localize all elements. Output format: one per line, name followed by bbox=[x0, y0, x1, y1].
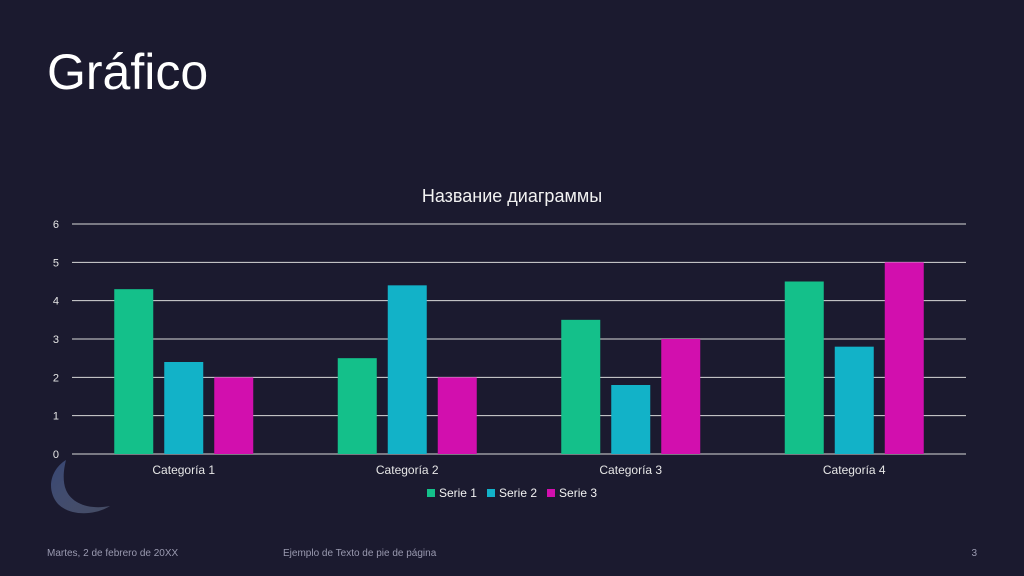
x-tick-label: Categoría 1 bbox=[152, 463, 215, 477]
y-tick-label: 3 bbox=[53, 334, 59, 346]
bar-serie-1 bbox=[784, 281, 824, 454]
legend-swatch-serie-2 bbox=[486, 489, 495, 497]
chart-title: Название диаграммы bbox=[421, 186, 603, 206]
bar-serie-3 bbox=[437, 377, 477, 454]
decorative-arc-shape bbox=[51, 460, 110, 514]
legend-label-serie-1: Serie 1 bbox=[438, 486, 477, 500]
bar-serie-1 bbox=[337, 358, 377, 454]
legend-item-serie-2: Serie 2 bbox=[486, 486, 538, 500]
y-tick-label: 2 bbox=[53, 372, 59, 384]
footer-text: Ejemplo de Texto de pie de página bbox=[283, 548, 437, 559]
gridlines bbox=[72, 223, 966, 455]
legend-swatch-serie-1 bbox=[426, 489, 435, 497]
legend-swatch-serie-3 bbox=[547, 489, 556, 497]
bar-serie-2 bbox=[164, 362, 204, 454]
bar-serie-2 bbox=[834, 346, 874, 454]
legend-label-serie-3: Serie 3 bbox=[559, 486, 598, 500]
legend-item-serie-1: Serie 1 bbox=[426, 486, 477, 500]
y-tick-label: 5 bbox=[53, 257, 59, 269]
y-tick-label: 1 bbox=[53, 411, 59, 423]
bars bbox=[114, 262, 924, 454]
bar-serie-3 bbox=[884, 262, 924, 454]
page-number: 3 bbox=[971, 548, 977, 559]
x-tick-label: Categoría 4 bbox=[823, 463, 886, 477]
x-axis-ticks: Categoría 1 Categoría 2 Categoría 3 Categor… bbox=[152, 463, 886, 477]
chart-legend: Serie 1 Serie 2 Serie 3 bbox=[0, 486, 1024, 500]
footer-date: Martes, 2 de febrero de 20XX bbox=[47, 548, 179, 559]
bar-serie-2 bbox=[387, 285, 427, 454]
bar-serie-3 bbox=[661, 339, 701, 454]
x-tick-label: Categoría 3 bbox=[599, 463, 662, 477]
slide-title: Gráfico bbox=[47, 44, 209, 100]
x-tick-label: Categoría 2 bbox=[376, 463, 439, 477]
bar-serie-3 bbox=[214, 377, 254, 454]
y-axis-ticks: 0 1 2 3 4 5 6 bbox=[53, 219, 59, 461]
legend-item-serie-3: Serie 3 bbox=[547, 486, 597, 500]
y-tick-label: 0 bbox=[53, 449, 59, 461]
legend-label-serie-2: Serie 2 bbox=[498, 486, 538, 500]
y-tick-label: 4 bbox=[53, 296, 59, 308]
bar-serie-2 bbox=[611, 385, 651, 454]
bar-serie-1 bbox=[114, 289, 154, 454]
y-tick-label: 6 bbox=[53, 219, 59, 231]
bar-serie-1 bbox=[561, 319, 601, 454]
